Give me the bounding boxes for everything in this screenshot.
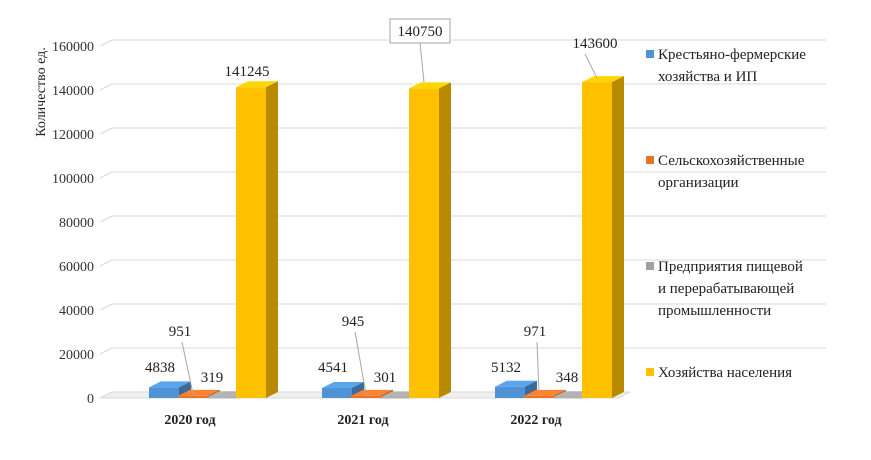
legend-swatch <box>646 50 654 58</box>
bar-top <box>178 389 220 396</box>
x-axis-categories: 2020 год 2021 год 2022 год <box>164 413 561 428</box>
y-tick-label: 80000 <box>59 216 94 231</box>
bar-top <box>236 81 278 88</box>
data-label: 140750 <box>398 24 443 40</box>
leader-line <box>536 341 540 394</box>
gridline-slant <box>99 127 113 135</box>
x-category-label: 2021 год <box>337 413 388 428</box>
bar-front <box>322 388 352 398</box>
gridline-slant <box>99 39 113 47</box>
data-label: 301 <box>374 370 397 386</box>
bar-top <box>409 82 451 89</box>
gridline-slant <box>99 303 113 311</box>
legend-label: Предприятия пищевой и перерабатывающей про… <box>658 259 803 319</box>
gridline-slant <box>99 83 113 91</box>
bar-side <box>179 381 191 398</box>
y-tick-label: 120000 <box>52 128 94 143</box>
y-tick-label: 60000 <box>59 260 94 275</box>
bar-front <box>409 88 439 398</box>
y-tick-label: 40000 <box>59 304 94 319</box>
data-label: 951 <box>169 324 192 340</box>
bar-front <box>207 397 237 399</box>
data-label: 4838 <box>145 360 175 376</box>
y-axis-label: Количество ед. <box>34 47 49 137</box>
data-label: 5132 <box>491 360 521 376</box>
legend-swatch <box>646 262 654 270</box>
data-labels: 4838 4541 5132 951 945 971 319 301 348 141245 1407… <box>145 18 618 395</box>
legend-label: Крестьяно-фермерские хозяйства и ИП <box>658 47 806 85</box>
bar-front <box>582 82 612 398</box>
legend-label: Хозяйства населения <box>658 365 793 381</box>
leader-line <box>181 341 194 395</box>
y-tick-label: 160000 <box>52 40 94 55</box>
bar <box>582 76 624 398</box>
legend-item-farms: Крестьяно-фермерские хозяйства и ИП <box>646 44 866 88</box>
gridline-slant <box>99 171 113 179</box>
gridline-slant <box>99 215 113 223</box>
bar-front <box>495 386 525 398</box>
bar <box>149 381 191 398</box>
bar-top <box>351 389 393 396</box>
bar <box>409 82 451 398</box>
bar-front <box>524 395 554 398</box>
bar-front <box>380 397 410 399</box>
y-tick-label: 20000 <box>59 348 94 363</box>
bar-side <box>525 380 537 398</box>
y-tick-label: 0 <box>87 392 94 407</box>
bars <box>149 76 624 399</box>
bar-side <box>439 82 451 398</box>
bar-top <box>524 389 566 396</box>
bar-front <box>553 397 583 399</box>
legend-swatch <box>646 156 654 164</box>
bar-top <box>322 382 364 389</box>
legend-item-households: Хозяйства населения <box>646 362 866 384</box>
leader-line <box>419 42 425 83</box>
bar <box>495 380 537 398</box>
bar-top <box>495 380 537 387</box>
gridline-slant <box>99 347 113 355</box>
bar-front <box>236 87 266 399</box>
bar-top <box>149 381 191 388</box>
x-category-label: 2020 год <box>164 413 215 428</box>
bar-front <box>178 395 208 398</box>
gridline-slant <box>99 259 113 267</box>
bar <box>236 81 278 399</box>
y-tick-label: 100000 <box>52 172 94 187</box>
legend-label: Сельскохозяйственные организации <box>658 153 805 191</box>
leader-line <box>354 331 367 395</box>
data-label: 348 <box>556 370 579 386</box>
data-label-box <box>389 18 451 44</box>
legend-item-food-industry: Предприятия пищевой и перерабатывающей про… <box>646 256 866 322</box>
gridlines <box>99 39 826 399</box>
y-axis-ticks: 0 20000 40000 60000 80000 100000 120000 140000 1… <box>52 40 94 407</box>
data-label: 143600 <box>573 36 618 52</box>
bar-side <box>266 81 278 399</box>
bar-top <box>582 76 624 83</box>
data-label: 945 <box>342 314 365 330</box>
x-category-label: 2022 год <box>510 413 561 428</box>
bar-side <box>612 76 624 398</box>
leader-line <box>584 53 598 79</box>
y-tick-label: 140000 <box>52 84 94 99</box>
data-label: 319 <box>201 370 224 386</box>
data-label: 4541 <box>318 360 348 376</box>
bar-front <box>351 395 381 398</box>
data-label: 971 <box>524 324 547 340</box>
data-label: 141245 <box>225 64 270 80</box>
legend-item-agri-orgs: Сельскохозяйственные организации <box>646 150 866 194</box>
legend-swatch <box>646 368 654 376</box>
bar-front <box>149 387 179 398</box>
